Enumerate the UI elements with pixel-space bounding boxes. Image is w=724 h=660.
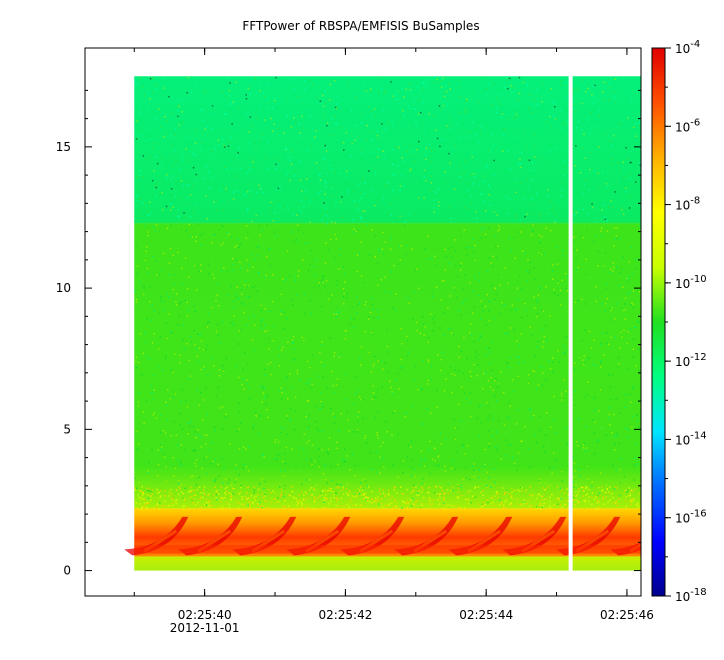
colorbar-tick-label: 10-4: [675, 39, 700, 56]
y-tick-label: 5: [63, 422, 71, 436]
x-tick-label: 02:25:40: [178, 608, 232, 622]
upper-band: [134, 76, 641, 224]
plot-frame: [84, 47, 642, 597]
colorbar-tick-label: 10-18: [675, 587, 707, 604]
middle-band: [134, 223, 641, 509]
x-tick-label: 02:25:42: [318, 608, 372, 622]
colorbar-tick-label: 10-6: [675, 117, 700, 134]
noise-speckle: [134, 76, 641, 510]
chorus-streaks: [124, 516, 641, 556]
colorbar: [651, 47, 666, 597]
colorbar-tick-label: 10-8: [675, 196, 700, 213]
data-gap: [568, 75, 573, 572]
colorbar-tick-label: 10-12: [675, 352, 707, 369]
spectrogram-image: [124, 75, 641, 572]
y-tick-label: 15: [56, 140, 71, 154]
chart-title: FFTPower of RBSPA/EMFISIS BuSamples: [242, 19, 479, 33]
colorbar-axis: 10-4 10-6 10-8 10-10 10-12 10-14 10-16 10-18: [665, 39, 707, 604]
y-axis: 0 5 10 15: [56, 89, 641, 578]
band-edge: [134, 220, 641, 224]
colorbar-tick-label: 10-14: [675, 430, 707, 447]
x-tick-date-label: 2012-11-01: [170, 621, 240, 635]
y-tick-label: 0: [63, 564, 71, 578]
x-tick-label: 02:25:46: [600, 608, 654, 622]
colorbar-tick-label: 10-10: [675, 274, 707, 291]
x-tick-label: 02:25:44: [459, 608, 513, 622]
colorbar-tick-label: 10-16: [675, 509, 707, 526]
base-band: [134, 556, 641, 571]
y-tick-label: 10: [56, 281, 71, 295]
